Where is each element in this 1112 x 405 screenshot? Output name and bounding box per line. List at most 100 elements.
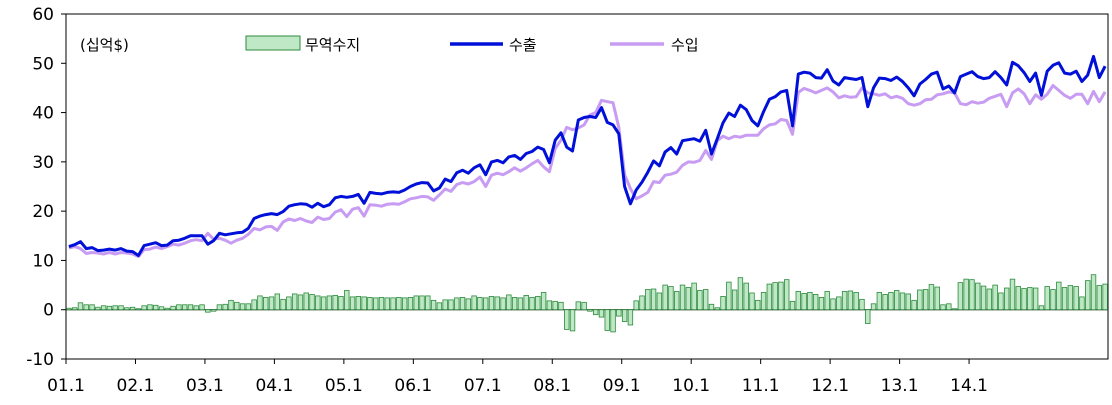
balance-bar bbox=[928, 284, 935, 311]
balance-bar bbox=[274, 293, 280, 311]
balance-bar bbox=[164, 307, 170, 311]
balance-bar bbox=[760, 292, 767, 311]
balance-bar bbox=[807, 292, 813, 311]
balance-bar bbox=[517, 297, 524, 311]
balance-bar bbox=[361, 296, 367, 311]
balance-bar bbox=[743, 282, 749, 311]
balance-bar bbox=[894, 290, 900, 311]
x-tick-label: 09.1 bbox=[603, 376, 641, 396]
balance-bar bbox=[1015, 286, 1021, 311]
balance-bar bbox=[482, 297, 489, 311]
x-tick-label: 06.1 bbox=[394, 376, 432, 396]
balance-bar bbox=[286, 296, 292, 311]
y-tick-label: 30 bbox=[32, 153, 54, 173]
balance-bar bbox=[540, 292, 547, 311]
balance-bar bbox=[407, 296, 414, 311]
balance-bar bbox=[969, 279, 975, 311]
balance-bar bbox=[459, 296, 466, 311]
balance-bar bbox=[141, 305, 147, 311]
balance-bar bbox=[89, 304, 95, 311]
balance-bar bbox=[905, 293, 911, 311]
balance-bar bbox=[268, 296, 275, 311]
balance-bar bbox=[847, 290, 854, 311]
balance-bar bbox=[998, 292, 1004, 311]
balance-bar bbox=[297, 294, 304, 311]
balance-bar bbox=[627, 309, 634, 326]
balance-bar bbox=[789, 300, 796, 311]
balance-bar bbox=[413, 295, 419, 311]
balance-bar bbox=[332, 295, 338, 311]
balance-bar bbox=[772, 282, 778, 311]
y-tick-label: 60 bbox=[32, 5, 54, 25]
balance-bar bbox=[465, 298, 472, 311]
y-tick-label: -10 bbox=[26, 350, 54, 370]
x-tick-label: 11.1 bbox=[742, 376, 780, 396]
balance-bar bbox=[1021, 288, 1027, 311]
balance-bar bbox=[569, 309, 576, 332]
balance-bar bbox=[552, 300, 558, 311]
balance-bar bbox=[1044, 286, 1050, 311]
balance-bar bbox=[708, 303, 715, 311]
balance-bar bbox=[801, 293, 807, 311]
balance-bar bbox=[1032, 287, 1039, 311]
balance-bar bbox=[239, 303, 246, 311]
x-tick-label: 14.1 bbox=[950, 376, 988, 396]
balance-bar bbox=[1056, 281, 1062, 311]
balance-bar bbox=[454, 297, 460, 311]
balance-bar bbox=[338, 296, 344, 311]
balance-bar bbox=[77, 302, 84, 311]
legend: (십억$) 무역수지 수출 수입 bbox=[80, 35, 699, 54]
balance-bar bbox=[726, 281, 732, 311]
balance-bar bbox=[853, 292, 859, 311]
balance-bar bbox=[112, 305, 118, 311]
balance-bar bbox=[731, 289, 738, 311]
balance-bar bbox=[940, 304, 946, 311]
x-tick-label: 04.1 bbox=[255, 376, 293, 396]
balance-bar bbox=[147, 304, 153, 311]
balance-bar bbox=[1061, 287, 1068, 311]
x-tick-label: 05.1 bbox=[325, 376, 363, 396]
balance-bar bbox=[430, 299, 437, 311]
x-tick-label: 07.1 bbox=[464, 376, 502, 396]
balance-bar bbox=[755, 299, 761, 311]
balance-bar bbox=[639, 295, 645, 311]
balance-bar bbox=[882, 294, 888, 311]
balance-bar bbox=[737, 277, 744, 311]
y-tick-label: 50 bbox=[32, 54, 54, 74]
balance-bar bbox=[315, 295, 321, 311]
balance-bar bbox=[558, 301, 564, 311]
balance-bar bbox=[598, 309, 605, 318]
x-tick-label: 01.1 bbox=[47, 376, 85, 396]
balance-bar bbox=[1079, 296, 1085, 311]
balance-bar bbox=[899, 292, 906, 311]
balance-bar bbox=[766, 283, 773, 311]
exports-line bbox=[68, 54, 1107, 257]
balance-bar bbox=[234, 301, 240, 311]
balance-bar bbox=[784, 279, 790, 311]
balance-bar bbox=[320, 296, 327, 311]
balance-bar bbox=[95, 306, 101, 311]
legend-label-balance: 무역수지 bbox=[305, 36, 360, 54]
balance-bar bbox=[425, 295, 431, 311]
balance-bar bbox=[911, 299, 917, 311]
balance-bar bbox=[795, 291, 801, 311]
balance-bar bbox=[181, 304, 188, 311]
balance-bar bbox=[344, 290, 350, 311]
balance-bar bbox=[228, 299, 234, 311]
balance-bar bbox=[876, 292, 883, 311]
x-tick-label: 12.1 bbox=[811, 376, 849, 396]
balance-bar bbox=[1096, 285, 1103, 311]
balance-bar bbox=[71, 307, 78, 311]
y-tick-label: 0 bbox=[43, 301, 54, 321]
balance-bar bbox=[1073, 286, 1079, 311]
balance-bar bbox=[384, 297, 390, 311]
balance-bar bbox=[535, 296, 541, 311]
balance-bar bbox=[83, 304, 89, 311]
balance-bar bbox=[934, 286, 940, 311]
balance-bar bbox=[812, 294, 819, 311]
balance-bar bbox=[1050, 289, 1056, 311]
balance-bar bbox=[841, 291, 848, 311]
balance-bar bbox=[176, 304, 182, 311]
